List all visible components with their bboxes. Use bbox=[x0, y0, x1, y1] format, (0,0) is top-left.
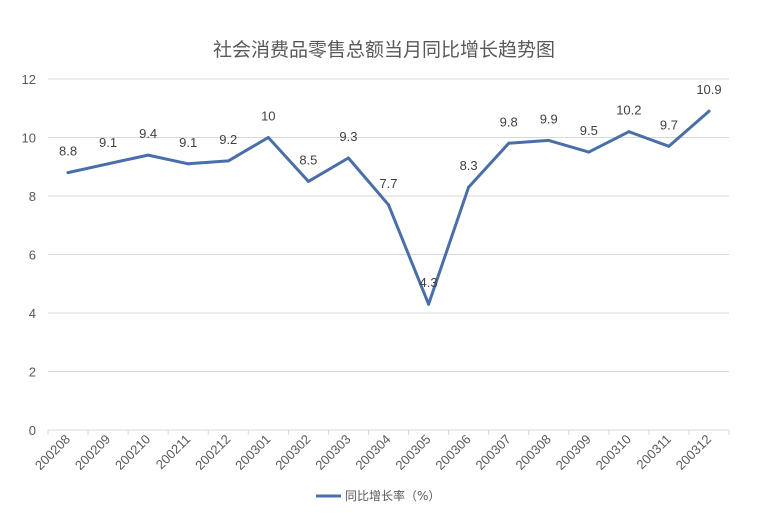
x-tick-label: 200209 bbox=[72, 432, 113, 473]
x-tick-label: 200310 bbox=[593, 432, 634, 473]
data-point bbox=[467, 185, 471, 189]
data-label: 9.8 bbox=[500, 114, 518, 129]
y-tick-label: 0 bbox=[29, 423, 36, 438]
x-tick-label: 200301 bbox=[232, 432, 273, 473]
x-tick-label: 200304 bbox=[352, 432, 393, 473]
data-label: 4.3 bbox=[420, 275, 438, 290]
x-tick-label: 200308 bbox=[513, 432, 554, 473]
x-tick-label: 200306 bbox=[432, 432, 473, 473]
x-tick-label: 200211 bbox=[153, 432, 194, 473]
data-label: 10.2 bbox=[616, 103, 641, 118]
x-tick-label: 200208 bbox=[32, 432, 73, 473]
legend: 同比增长率（%） bbox=[316, 488, 440, 503]
data-label: 9.1 bbox=[99, 135, 117, 150]
data-label: 8.5 bbox=[299, 152, 317, 167]
data-label: 9.9 bbox=[540, 111, 558, 126]
x-tick-label: 200311 bbox=[633, 432, 674, 473]
data-label: 8.3 bbox=[460, 158, 478, 173]
data-labels: 8.8 9.1 9.4 9.1 9.2 10 8.5 9.3 7.7 4.3 8.3 9.8 9.9 9.… bbox=[59, 82, 722, 290]
data-label: 9.2 bbox=[219, 132, 237, 147]
data-label: 9.3 bbox=[339, 129, 357, 144]
data-point bbox=[387, 203, 390, 207]
x-tick-label: 200302 bbox=[272, 432, 313, 473]
data-point bbox=[547, 138, 551, 142]
data-label: 10.9 bbox=[696, 82, 721, 97]
y-tick-label: 4 bbox=[29, 306, 36, 321]
gridlines bbox=[48, 78, 729, 431]
data-label: 9.5 bbox=[580, 123, 598, 138]
y-tick-label: 12 bbox=[22, 72, 36, 87]
data-point bbox=[707, 109, 711, 113]
data-point bbox=[266, 136, 270, 139]
x-tick-label: 200303 bbox=[312, 432, 353, 473]
data-point bbox=[346, 156, 350, 160]
data-point bbox=[186, 162, 190, 166]
data-label: 7.7 bbox=[379, 176, 397, 191]
chart-title: 社会消费品零售总额当月同比增长趋势图 bbox=[213, 39, 555, 61]
x-tick-label: 200312 bbox=[673, 432, 714, 473]
data-point bbox=[587, 150, 591, 154]
x-tick-label: 200212 bbox=[192, 432, 233, 473]
legend-label: 同比增长率（%） bbox=[345, 488, 440, 503]
x-tick-label: 200307 bbox=[473, 432, 514, 473]
data-point bbox=[427, 302, 431, 306]
data-point bbox=[627, 130, 631, 134]
data-point bbox=[226, 159, 230, 163]
data-point bbox=[667, 144, 671, 148]
data-point bbox=[306, 179, 310, 183]
y-tick-label: 6 bbox=[29, 248, 36, 263]
data-point bbox=[507, 141, 511, 145]
x-tick-label: 200210 bbox=[112, 432, 153, 473]
series-line bbox=[66, 109, 711, 306]
y-tick-label: 2 bbox=[29, 365, 36, 380]
y-axis-ticks: 0 2 4 6 8 10 12 bbox=[22, 72, 36, 438]
x-tick-label: 200305 bbox=[392, 432, 433, 473]
series-layer bbox=[66, 109, 711, 306]
data-label: 10 bbox=[261, 109, 275, 124]
data-label: 9.1 bbox=[179, 135, 197, 150]
y-tick-label: 10 bbox=[22, 131, 36, 146]
data-point bbox=[66, 171, 70, 175]
data-point bbox=[146, 153, 150, 157]
x-tick-label: 200309 bbox=[553, 432, 594, 473]
data-label: 9.7 bbox=[660, 117, 678, 132]
data-label: 8.8 bbox=[59, 144, 77, 159]
y-tick-label: 8 bbox=[29, 189, 36, 204]
data-point bbox=[106, 162, 110, 166]
data-label: 9.4 bbox=[139, 126, 157, 141]
